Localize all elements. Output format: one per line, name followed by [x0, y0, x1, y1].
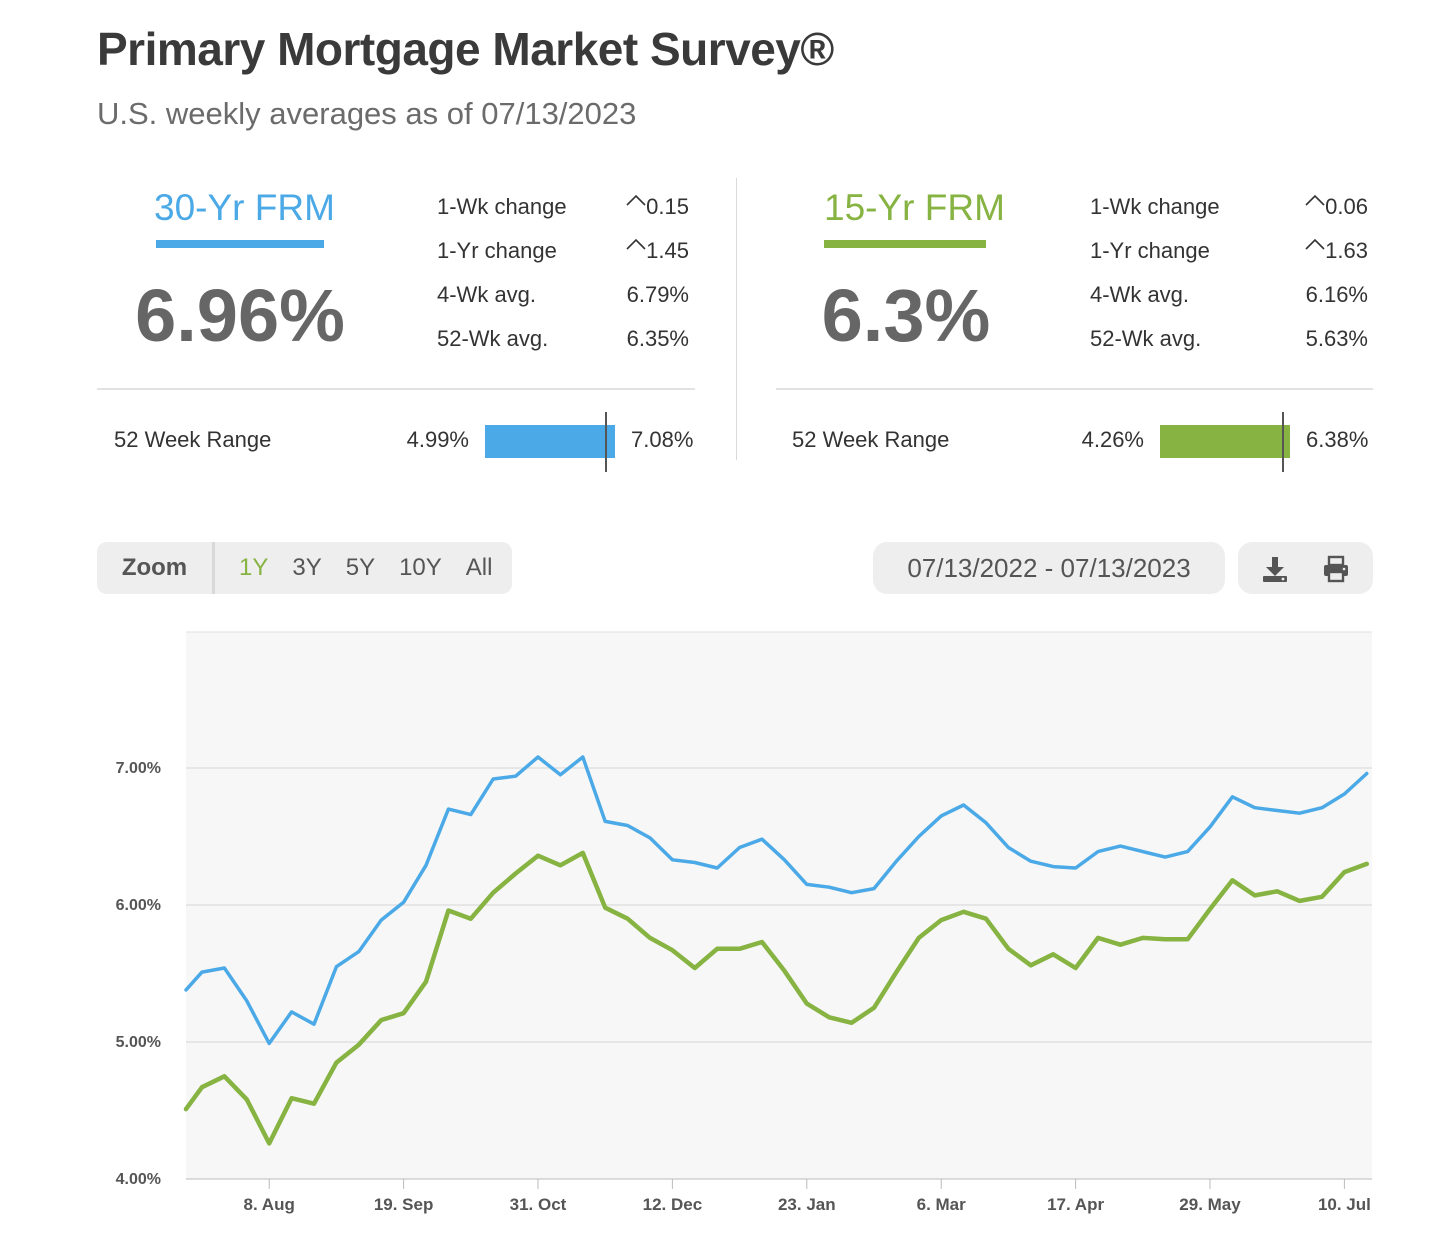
frm15-range-marker [1282, 412, 1284, 472]
frm15-panel: 15-Yr FRM 6.3% 1-Wk change 0.06 1-Yr cha… [776, 175, 1373, 475]
frm15-rate: 6.3% [821, 274, 991, 357]
stat-row: 4-Wk avg. 6.79% [437, 273, 689, 317]
stat-label: 4-Wk avg. [1090, 282, 1190, 307]
stat-value: 0.06 [1305, 194, 1368, 220]
stat-label: 1-Yr change [1090, 238, 1210, 263]
x-tick-label: 8. Aug [244, 1195, 295, 1214]
page-subtitle: U.S. weekly averages as of 07/13/2023 [97, 96, 637, 131]
stat-value: 0.15 [626, 194, 689, 220]
panel-divider [736, 178, 737, 460]
frm15-underline [824, 240, 986, 248]
y-tick-label: 7.00% [116, 760, 161, 777]
frm30-rate: 6.96% [135, 274, 345, 357]
y-tick-label: 6.00% [116, 897, 161, 914]
x-tick-label: 10. Jul [1318, 1195, 1371, 1214]
x-tick-label: 12. Dec [643, 1195, 703, 1214]
frm30-name[interactable]: 30-Yr FRM [154, 187, 335, 228]
zoom-label: Zoom [97, 542, 215, 594]
stat-value: 6.79% [626, 282, 689, 307]
y-tick-label: 4.00% [116, 1171, 161, 1188]
series-line-frm15 [183, 850, 1370, 1146]
x-tick-label: 6. Mar [917, 1195, 967, 1214]
frm15-range-low: 4.26% [1081, 427, 1144, 452]
download-icon[interactable] [1260, 554, 1290, 584]
zoom-10y-button[interactable]: 10Y [399, 554, 442, 581]
stat-row: 1-Wk change 0.15 [437, 185, 689, 229]
stat-label: 52-Wk avg. [1090, 326, 1202, 351]
stat-label: 52-Wk avg. [437, 326, 549, 351]
frm30-range-marker [605, 412, 607, 472]
zoom-bar: Zoom 1Y 3Y 5Y 10Y All [97, 542, 512, 594]
x-tick-label: 29. May [1179, 1195, 1241, 1214]
stat-row: 1-Yr change 1.45 [437, 229, 689, 273]
caret-up-icon [1305, 194, 1325, 206]
x-tick-label: 19. Sep [374, 1195, 434, 1214]
frm30-stats: 1-Wk change 0.15 1-Yr change 1.45 4-Wk a… [437, 185, 689, 361]
stat-row: 4-Wk avg. 6.16% [1090, 273, 1368, 317]
frm30-range-bar [485, 425, 615, 458]
zoom-3y-button[interactable]: 3Y [292, 554, 322, 581]
divider [776, 388, 1373, 390]
stat-value: 6.35% [626, 326, 689, 351]
zoom-1y-button[interactable]: 1Y [239, 554, 269, 581]
stat-row: 52-Wk avg. 5.63% [1090, 317, 1368, 361]
frm30-underline [156, 240, 324, 248]
frm30-panel: 30-Yr FRM 6.96% 1-Wk change 0.15 1-Yr ch… [97, 175, 695, 475]
zoom-all-button[interactable]: All [465, 554, 493, 581]
stat-value: 1.63 [1305, 238, 1368, 264]
stat-row: 52-Wk avg. 6.35% [437, 317, 689, 361]
caret-up-icon [1305, 238, 1325, 250]
line-chart: 4.00% 5.00% 6.00% 7.00% 8. Aug 19. Sep 31. Oct… [116, 631, 1372, 1214]
frm15-range-high: 6.38% [1306, 427, 1369, 452]
stat-row: 1-Yr change 1.63 [1090, 229, 1368, 273]
divider [97, 388, 695, 390]
frm30-range-high: 7.08% [631, 427, 694, 452]
export-toolbar [1238, 542, 1373, 594]
caret-up-icon [626, 238, 646, 250]
y-tick-label: 5.00% [116, 1034, 161, 1051]
stat-label: 1-Wk change [437, 194, 567, 219]
caret-up-icon [626, 194, 646, 206]
stat-value: 5.63% [1305, 326, 1368, 351]
stat-label: 1-Yr change [437, 238, 557, 263]
print-icon[interactable] [1321, 554, 1351, 584]
frm30-range-low: 4.99% [406, 427, 469, 452]
stat-label: 4-Wk avg. [437, 282, 537, 307]
rate-chart: 4.00% 5.00% 6.00% 7.00% 8. Aug 19. Sep 31. Oct… [0, 620, 1456, 1233]
frm15-range-label: 52 Week Range [792, 427, 950, 452]
date-range-field[interactable]: 07/13/2022 - 07/13/2023 [873, 542, 1225, 594]
zoom-5y-button[interactable]: 5Y [345, 554, 376, 581]
frm15-name[interactable]: 15-Yr FRM [824, 187, 1005, 228]
frm15-stats: 1-Wk change 0.06 1-Yr change 1.63 4-Wk a… [1090, 185, 1368, 361]
stat-value: 6.16% [1305, 282, 1368, 307]
series-line-frm30 [184, 755, 1369, 1046]
stat-label: 1-Wk change [1090, 194, 1220, 219]
frm30-range-label: 52 Week Range [114, 427, 272, 452]
x-tick-label: 31. Oct [510, 1195, 567, 1214]
stat-row: 1-Wk change 0.06 [1090, 185, 1368, 229]
stat-value: 1.45 [626, 238, 689, 264]
x-tick-label: 23. Jan [778, 1195, 836, 1214]
x-tick-label: 17. Apr [1047, 1195, 1104, 1214]
frm15-range-bar [1160, 425, 1290, 458]
page-title: Primary Mortgage Market Survey® [97, 23, 834, 75]
